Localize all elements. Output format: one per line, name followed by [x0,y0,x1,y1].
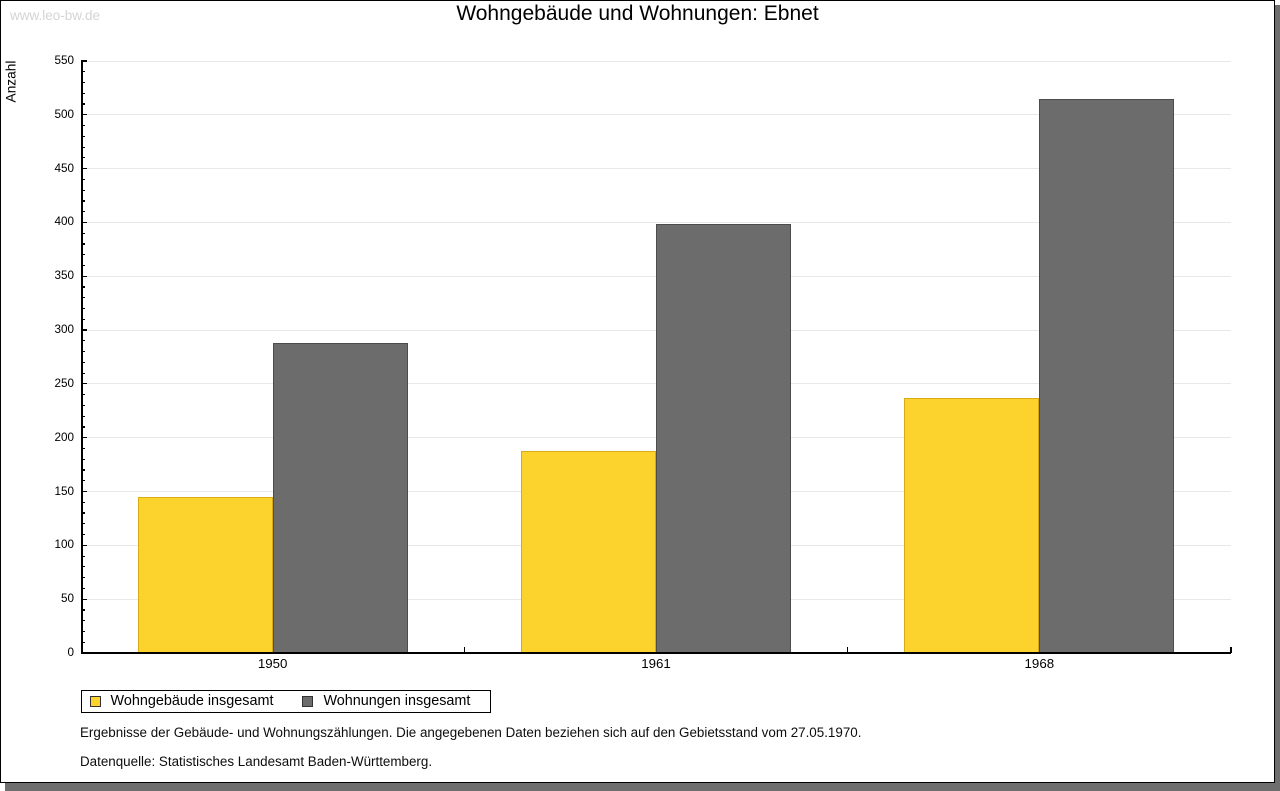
y-minor-tick-520 [81,92,85,94]
y-minor-tick-540 [81,71,85,73]
gridline-500 [82,114,1231,116]
legend-label-2: Wohnungen insgesamt [323,693,471,709]
y-minor-tick-360 [81,264,85,267]
x-tick-label-1968: 1968 [1024,656,1055,671]
y-minor-tick-230 [81,404,85,407]
y-minor-tick-370 [81,254,85,256]
y-minor-tick-80 [81,566,85,568]
bar-1950-series2 [272,343,408,653]
y-major-tick-400 [81,221,87,224]
y-minor-tick-20 [81,630,85,633]
y-minor-tick-410 [81,211,85,213]
y-minor-tick-70 [81,577,85,579]
gridline-450 [82,168,1231,170]
y-minor-tick-130 [81,512,85,514]
y-minor-tick-390 [81,232,85,234]
y-major-tick-500 [81,114,87,116]
y-minor-tick-220 [81,415,85,417]
y-minor-tick-60 [81,587,85,589]
y-major-tick-300 [81,329,87,331]
legend-item-1: Wohngebäude insgesamt [89,693,274,709]
legend-swatch-1 [89,695,101,707]
legend-label-1: Wohngebäude insgesamt [110,693,274,709]
y-minor-tick-490 [81,124,85,127]
y-minor-tick-530 [81,81,85,84]
bar-1968-series1 [904,397,1040,653]
y-minor-tick-90 [81,555,85,557]
y-minor-tick-430 [81,189,85,191]
y-minor-tick-40 [81,609,85,611]
y-major-tick-100 [81,544,87,546]
y-minor-tick-290 [81,340,85,342]
x-tick-2 [847,646,849,653]
y-minor-tick-470 [81,146,85,148]
bar-1961-series2 [656,223,791,653]
y-tick-label-300: 300 [54,323,74,337]
footnote-data-source: Datenquelle: Statistisches Landesamt Bad… [80,753,433,769]
bar-1950-series1 [137,496,273,653]
y-minor-tick-480 [81,135,85,137]
y-axis-line [81,60,83,654]
y-major-tick-350 [81,275,87,277]
x-tick-label-1961: 1961 [641,656,671,671]
y-minor-tick-440 [81,178,85,180]
bar-1968-series2 [1039,98,1175,653]
y-minor-tick-270 [81,361,85,363]
y-minor-tick-110 [81,534,85,536]
y-tick-label-450: 450 [54,161,74,175]
x-tick-label-1950: 1950 [257,656,288,671]
y-minor-tick-140 [81,501,85,503]
y-minor-tick-340 [81,286,85,288]
y-minor-tick-240 [81,394,85,396]
x-axis-line [81,652,1231,654]
y-tick-label-250: 250 [54,376,74,390]
y-major-tick-200 [81,437,87,439]
y-major-tick-50 [81,598,87,600]
y-major-tick-250 [81,383,87,385]
footnote-source-note: Ergebnisse der Gebäude- und Wohnungszähl… [80,724,862,740]
y-minor-tick-330 [81,297,85,299]
x-tick-1 [463,646,465,653]
plot-area [81,60,1232,654]
y-minor-tick-30 [81,620,85,622]
y-minor-tick-310 [81,318,85,320]
y-tick-label-50: 50 [60,592,74,606]
y-minor-tick-420 [81,200,85,202]
y-minor-tick-460 [81,157,85,159]
y-tick-label-100: 100 [54,538,74,552]
y-minor-tick-260 [81,372,85,374]
gridline-400 [82,221,1231,223]
y-minor-tick-160 [81,480,85,482]
y-major-tick-550 [81,60,87,62]
y-tick-label-400: 400 [54,215,74,229]
legend-item-2: Wohnungen insgesamt [302,693,470,709]
legend-swatch-2 [302,695,314,707]
y-minor-tick-280 [81,351,85,353]
y-major-tick-450 [81,168,87,170]
y-major-tick-150 [81,490,87,493]
y-tick-label-150: 150 [54,484,74,498]
y-minor-tick-120 [81,523,85,525]
y-tick-label-550: 550 [54,54,74,67]
bar-1961-series1 [521,450,656,653]
y-minor-tick-380 [81,243,85,245]
y-tick-label-350: 350 [54,269,74,283]
y-minor-tick-320 [81,307,85,310]
x-tick-3 [1230,646,1232,653]
y-minor-tick-210 [81,426,85,428]
y-tick-label-200: 200 [54,430,74,444]
y-minor-tick-170 [81,469,85,471]
y-minor-tick-190 [81,447,85,450]
chart-title: Wohngebäude und Wohnungen: Ebnet [456,2,819,25]
legend: Wohngebäude insgesamt Wohnungen insgesamt [81,689,491,713]
y-minor-tick-510 [81,103,85,105]
y-minor-tick-180 [81,458,85,460]
gridline-550 [82,60,1231,62]
y-tick-label-0: 0 [67,646,74,659]
y-tick-label-500: 500 [54,107,74,121]
watermark-text: www.leo-bw.de [10,8,101,23]
y-minor-tick-10 [81,641,85,643]
